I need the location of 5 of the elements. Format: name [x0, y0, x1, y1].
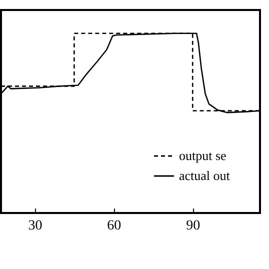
x-tick-label: 90: [186, 218, 200, 234]
x-tick-label: 30: [28, 218, 42, 234]
legend-label: actual out: [179, 168, 230, 183]
x-tick-label: 60: [107, 218, 122, 234]
legend-label: output se: [179, 148, 227, 163]
